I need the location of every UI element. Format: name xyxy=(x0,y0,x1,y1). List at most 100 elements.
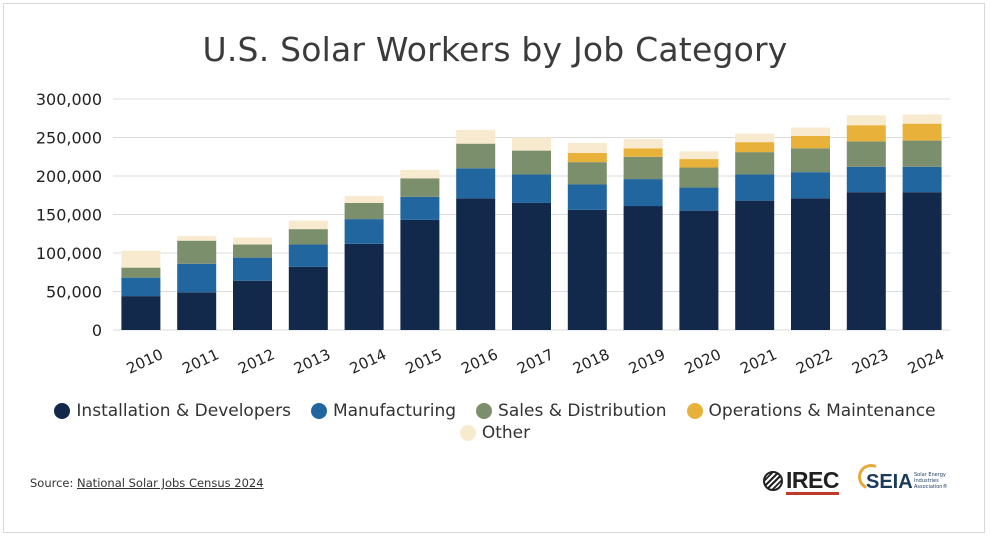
bar-segment-other-2017 xyxy=(512,137,551,151)
x-tick-label: 2013 xyxy=(291,345,333,377)
legend-item: Manufacturing xyxy=(310,400,457,422)
legend-row-1: Installation & Developers Manufacturing Sa… xyxy=(0,400,990,422)
irec-wordmark: IREC xyxy=(786,466,839,495)
legend-item: Other xyxy=(459,422,531,444)
bar-segment-installation-developers-2023 xyxy=(846,192,886,330)
bar-segment-other-2023 xyxy=(846,115,886,126)
x-tick-label: 2010 xyxy=(124,345,166,377)
bar-segment-installation-developers-2024 xyxy=(902,192,942,330)
x-tick-label: 2019 xyxy=(626,345,668,377)
bar-segment-sales-distribution-2022 xyxy=(791,148,830,173)
bar-segment-installation-developers-2020 xyxy=(679,210,719,330)
legend-swatch xyxy=(310,403,327,419)
bars xyxy=(121,114,942,330)
seia-tagline: Solar Energy Industries Association® xyxy=(914,472,948,490)
bar-segment-operations-maintenance-2021 xyxy=(735,142,775,153)
x-tick-label: 2021 xyxy=(737,345,779,377)
x-tick-label: 2017 xyxy=(514,345,556,377)
bar-segment-operations-maintenance-2019 xyxy=(623,148,663,157)
x-axis-ticks: 2010 2011 2012 2013 2014 2015 2016 2017 2018 2019… xyxy=(124,345,947,377)
stacked-bar-chart: 0 50,000 100,000 150,000 200,000 250,000 300,0… xyxy=(36,90,950,378)
legend-label: Sales & Distribution xyxy=(498,401,667,421)
y-tick-label: 50,000 xyxy=(46,283,102,302)
legend-item: Operations & Maintenance xyxy=(686,400,936,422)
bar-segment-manufacturing-2010 xyxy=(121,277,161,297)
y-tick-label: 250,000 xyxy=(36,129,102,148)
bar-segment-sales-distribution-2012 xyxy=(233,244,272,258)
bar-segment-other-2014 xyxy=(344,196,384,203)
y-tick-label: 300,000 xyxy=(36,90,102,109)
y-tick-label: 200,000 xyxy=(36,167,102,186)
legend-label: Other xyxy=(481,423,531,443)
bar-segment-other-2011 xyxy=(177,236,217,241)
bar-segment-manufacturing-2017 xyxy=(512,174,551,203)
bar-segment-other-2010 xyxy=(121,250,161,268)
x-tick-label: 2023 xyxy=(849,345,891,377)
bar-segment-manufacturing-2020 xyxy=(679,187,719,211)
bar-segment-sales-distribution-2013 xyxy=(288,229,328,245)
bar-segment-sales-distribution-2014 xyxy=(344,202,384,220)
bar-segment-installation-developers-2018 xyxy=(567,209,607,330)
bar-segment-installation-developers-2017 xyxy=(512,202,551,330)
bar-segment-operations-maintenance-2018 xyxy=(567,152,607,163)
bar-segment-sales-distribution-2017 xyxy=(512,150,551,175)
bar-segment-manufacturing-2022 xyxy=(791,172,830,199)
bar-segment-sales-distribution-2021 xyxy=(735,152,775,175)
globe-icon xyxy=(763,471,783,491)
legend-swatch xyxy=(686,403,703,419)
y-tick-label: 100,000 xyxy=(36,244,102,263)
bar-segment-sales-distribution-2016 xyxy=(456,143,496,169)
x-tick-label: 2024 xyxy=(905,345,947,377)
legend-swatch xyxy=(54,403,71,419)
x-tick-label: 2015 xyxy=(403,345,445,377)
bar-segment-manufacturing-2016 xyxy=(456,168,496,199)
bar-segment-sales-distribution-2023 xyxy=(846,141,886,167)
bar-segment-sales-distribution-2020 xyxy=(679,167,719,188)
bar-segment-installation-developers-2014 xyxy=(344,243,384,330)
bar-segment-operations-maintenance-2024 xyxy=(902,123,942,141)
bar-segment-sales-distribution-2018 xyxy=(567,162,607,185)
seia-wordmark: SEIA xyxy=(866,471,913,493)
source-prefix: Source: xyxy=(30,476,78,490)
bar-segment-operations-maintenance-2022 xyxy=(791,135,830,149)
bar-segment-other-2016 xyxy=(456,129,496,144)
x-tick-label: 2020 xyxy=(682,345,724,377)
seia-logo: SEIA Solar Energy Industries Association… xyxy=(854,460,958,498)
bar-segment-installation-developers-2019 xyxy=(623,206,663,330)
x-tick-label: 2012 xyxy=(235,345,277,377)
y-tick-label: 0 xyxy=(92,321,102,340)
bar-segment-manufacturing-2024 xyxy=(902,166,942,193)
x-tick-label: 2018 xyxy=(570,345,612,377)
bar-segment-other-2012 xyxy=(233,237,272,245)
bar-segment-installation-developers-2021 xyxy=(735,200,775,330)
y-axis-ticks: 0 50,000 100,000 150,000 200,000 250,000 300,0… xyxy=(36,90,102,340)
bar-segment-other-2020 xyxy=(679,151,719,160)
bar-segment-installation-developers-2011 xyxy=(177,292,217,330)
bar-segment-installation-developers-2015 xyxy=(400,219,440,330)
legend-swatch xyxy=(459,425,476,441)
x-tick-label: 2016 xyxy=(458,345,500,377)
bar-segment-manufacturing-2014 xyxy=(344,219,384,244)
bar-segment-manufacturing-2013 xyxy=(288,244,328,267)
legend-label: Manufacturing xyxy=(332,401,457,421)
legend: Installation & Developers Manufacturing Sa… xyxy=(0,400,990,444)
source-link[interactable]: National Solar Jobs Census 2024 xyxy=(77,476,264,490)
legend-label: Operations & Maintenance xyxy=(708,401,936,421)
irec-logo: IREC xyxy=(763,466,845,496)
bar-segment-sales-distribution-2024 xyxy=(902,140,942,167)
bar-segment-other-2018 xyxy=(567,142,607,153)
bar-segment-other-2022 xyxy=(791,127,830,136)
bar-segment-other-2019 xyxy=(623,139,663,149)
bar-segment-installation-developers-2022 xyxy=(791,198,830,330)
bar-segment-manufacturing-2011 xyxy=(177,263,217,293)
x-tick-label: 2011 xyxy=(179,345,221,377)
bar-segment-sales-distribution-2011 xyxy=(177,240,217,264)
bar-segment-installation-developers-2013 xyxy=(288,266,328,330)
bar-segment-manufacturing-2021 xyxy=(735,174,775,201)
legend-item: Installation & Developers xyxy=(54,400,291,422)
bar-segment-operations-maintenance-2023 xyxy=(846,125,886,142)
source-note: Source: National Solar Jobs Census 2024 xyxy=(30,476,264,490)
bar-segment-manufacturing-2019 xyxy=(623,179,663,207)
bar-segment-manufacturing-2023 xyxy=(846,166,886,193)
bar-segment-installation-developers-2010 xyxy=(121,296,161,330)
